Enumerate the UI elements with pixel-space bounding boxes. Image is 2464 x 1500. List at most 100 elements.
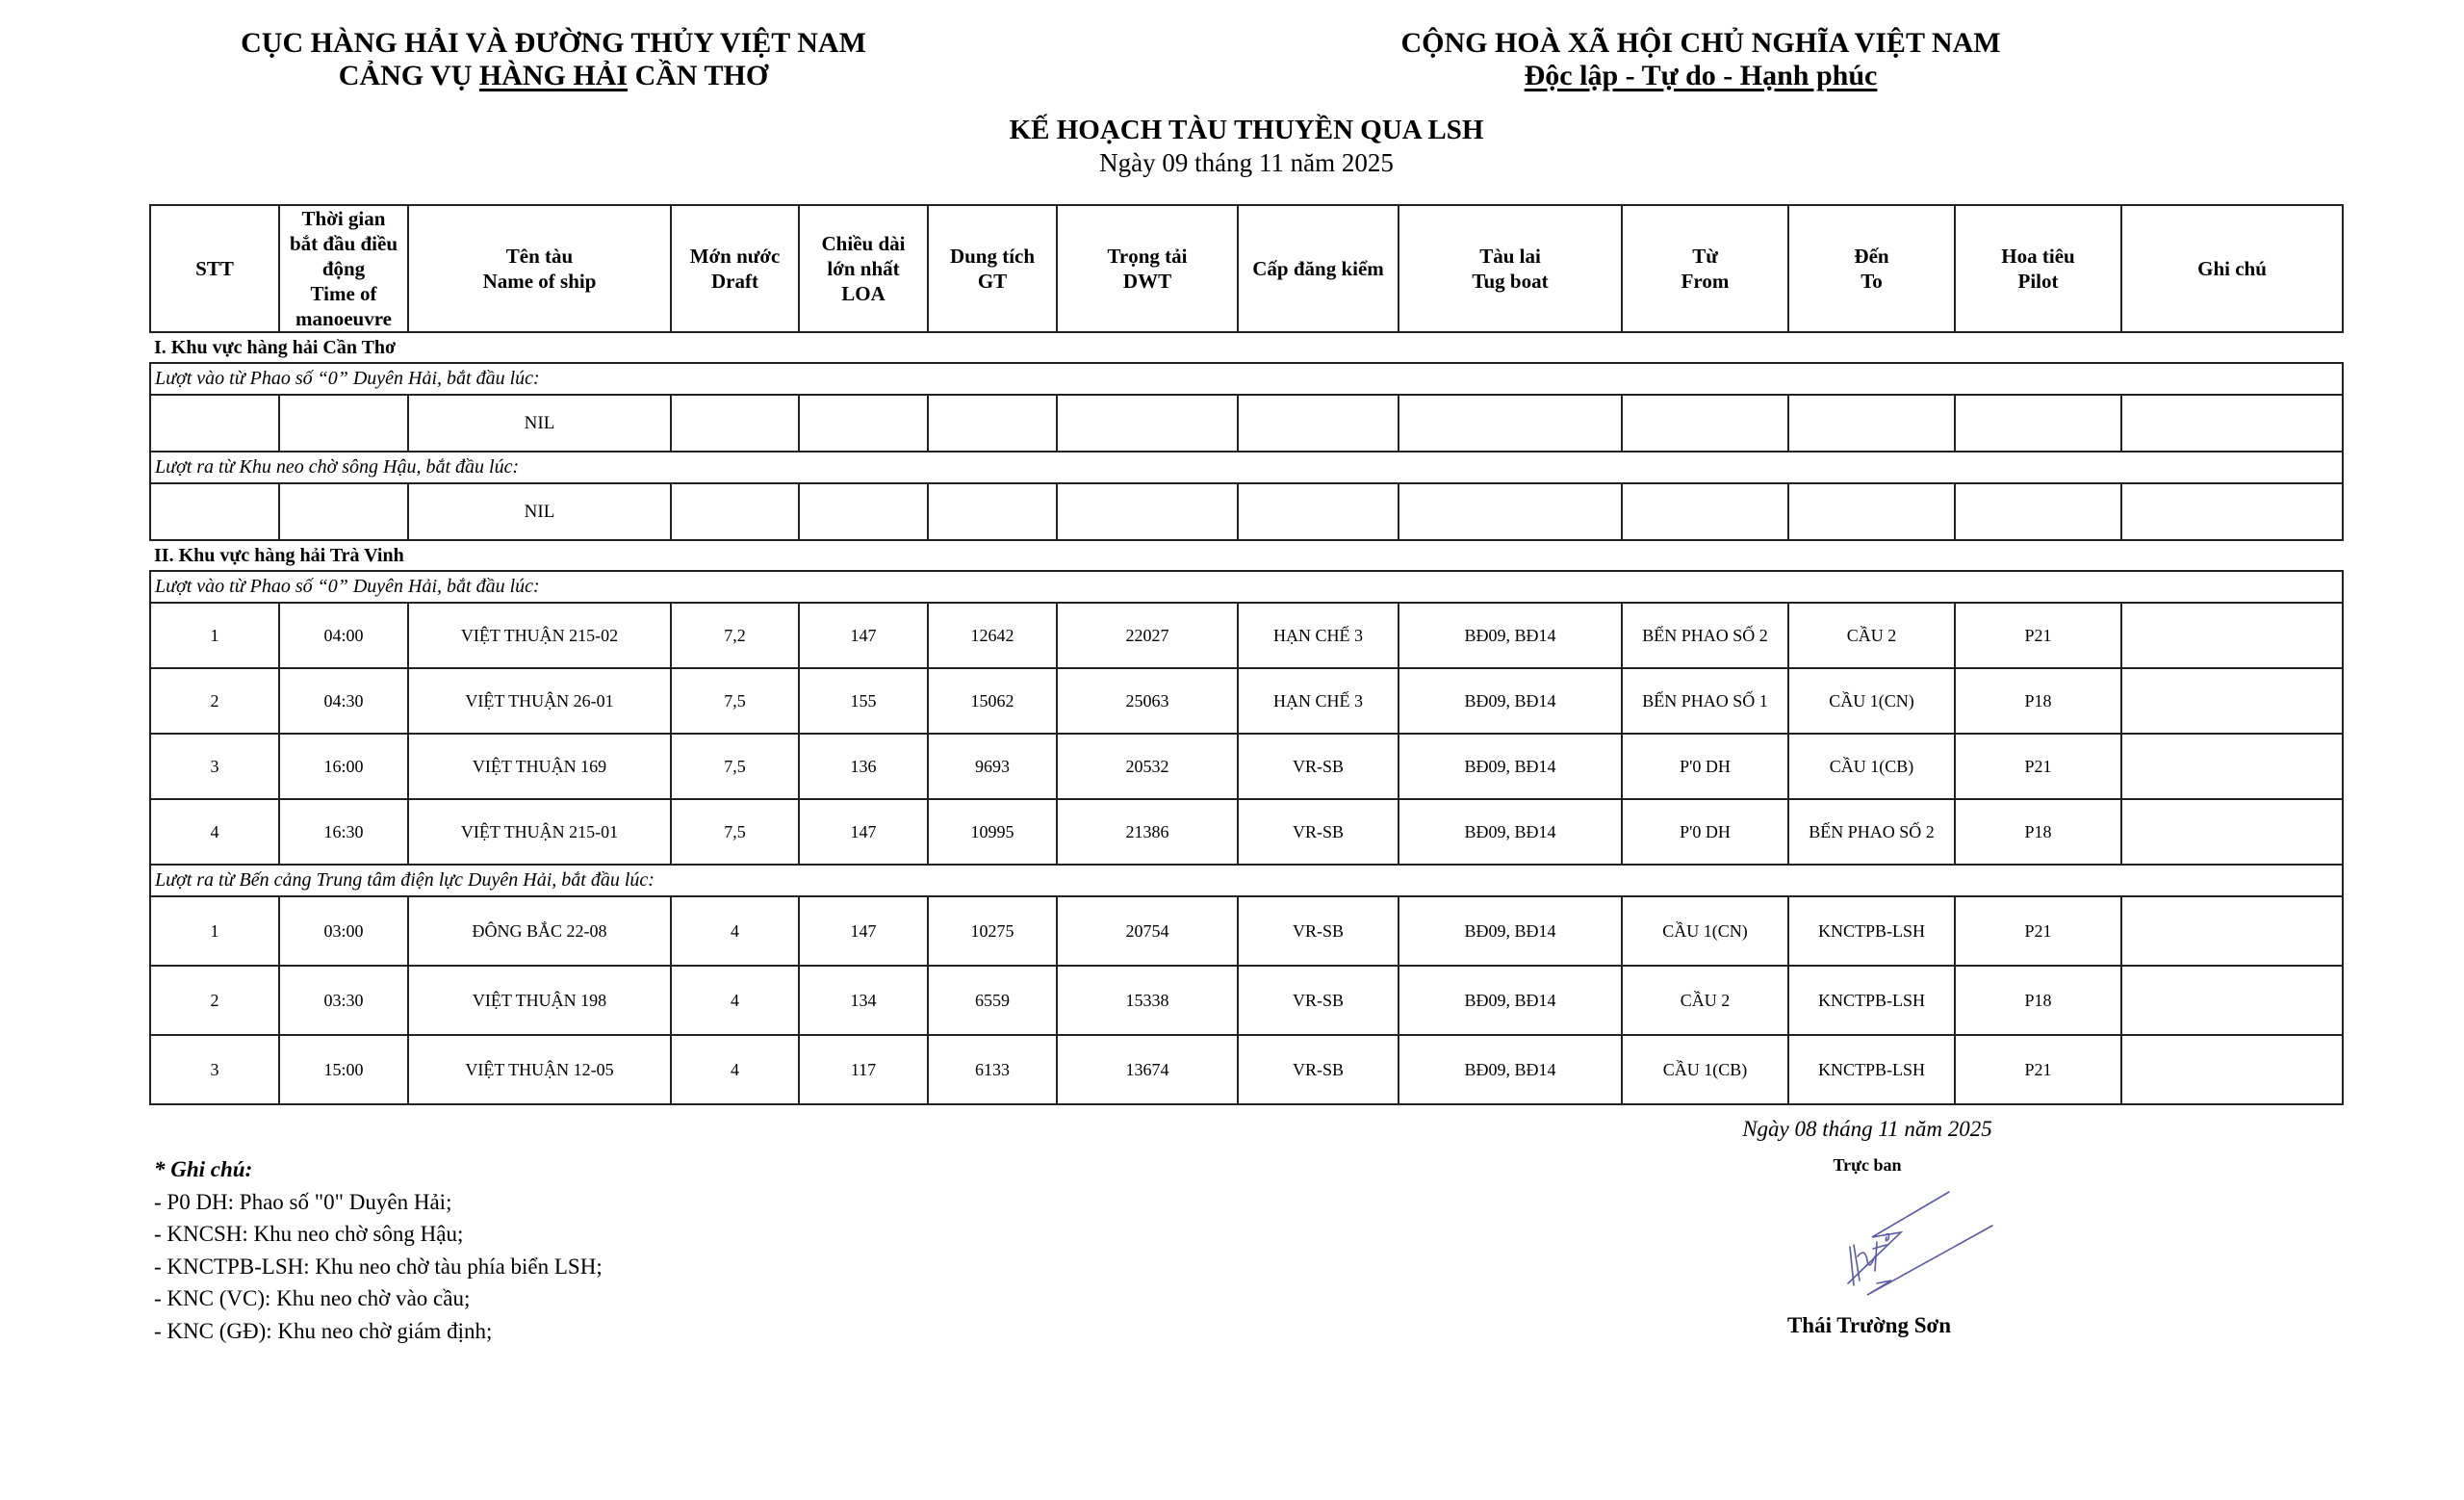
table-cell: 22027 — [1056, 602, 1239, 669]
table-cell: CẦU 1(CB) — [1621, 1034, 1789, 1105]
column-header-line: STT — [195, 257, 234, 280]
column-header-line: LOA — [841, 282, 886, 305]
column-header-line: Time of — [310, 282, 377, 305]
column-header: Tên tàu Name of ship — [407, 204, 672, 333]
table-row: 4 16:30 VIỆT THUẬN 215-01 7,5 147 10995 21386 V… — [149, 798, 2344, 866]
signer-role: Trực ban — [1833, 1155, 1902, 1175]
subsection-row: Lượt vào từ Phao số “0” Duyên Hải, bắt đ… — [149, 362, 2344, 396]
table-cell: VIỆT THUẬN 215-01 — [407, 798, 672, 866]
table-cell: 10995 — [927, 798, 1058, 866]
table-cell: KNCTPB-LSH — [1787, 895, 1956, 967]
table-cell: 15:00 — [278, 1034, 409, 1105]
table-cell — [1056, 482, 1239, 541]
table-cell: 20532 — [1056, 733, 1239, 800]
table-cell: CẦU 1(CN) — [1621, 895, 1789, 967]
table-cell: BẾN PHAO SỐ 1 — [1621, 667, 1789, 735]
column-header-line: Dung tích — [949, 245, 1036, 268]
note-item: - KNCSH: Khu neo chờ sông Hậu; — [154, 1222, 464, 1246]
table-cell — [1954, 482, 2122, 541]
table-cell: HẠN CHẾ 3 — [1237, 602, 1399, 669]
table-cell: 2 — [149, 965, 280, 1036]
national-motto: Độc lập - Tự do - Hạnh phúc — [1524, 60, 1878, 91]
table-cell: P21 — [1954, 733, 2122, 800]
table-cell: VIỆT THUẬN 26-01 — [407, 667, 672, 735]
table-cell — [2120, 1034, 2344, 1105]
table-cell — [2120, 895, 2344, 967]
table-cell: 7,2 — [670, 602, 800, 669]
column-header-line: Pilot — [2017, 270, 2059, 293]
table-cell: BĐ09, BĐ14 — [1398, 1034, 1623, 1105]
column-header-line: lớn nhất — [827, 257, 900, 280]
column-header: Dung tích GT — [927, 204, 1058, 333]
table-cell — [1237, 482, 1399, 541]
port-authority-name: CẢNG VỤ HÀNG HẢI CẦN THƠ — [339, 60, 768, 92]
table-cell: 03:30 — [278, 965, 409, 1036]
column-header: STT — [149, 204, 280, 333]
notes: * Ghi chú: - P0 DH: Phao số "0" Duyên Hả… — [154, 1153, 603, 1347]
table-cell: CẦU 2 — [1621, 965, 1789, 1036]
section-title-row: I. Khu vực hàng hải Cần Thơ — [150, 331, 2343, 364]
column-header-line: Tên tàu — [505, 245, 574, 268]
column-header-line: Đến — [1854, 245, 1889, 268]
document-title: KẾ HOẠCH TÀU THUYỀN QUA LSH — [1009, 115, 1484, 145]
table-cell: VIỆT THUẬN 215-02 — [407, 602, 672, 669]
table-cell: ĐÔNG BẮC 22-08 — [407, 895, 672, 967]
table-row: 3 16:00 VIỆT THUẬN 169 7,5 136 9693 20532 VR-SB… — [149, 733, 2344, 800]
subsection-row: Lượt vào từ Phao số “0” Duyên Hải, bắt đ… — [149, 570, 2344, 604]
column-header-line: Chiều dài — [821, 232, 906, 255]
table-cell — [1398, 394, 1623, 453]
table-cell: P18 — [1954, 667, 2122, 735]
document-date: Ngày 09 tháng 11 năm 2025 — [1099, 148, 1394, 177]
table-cell: BĐ09, BĐ14 — [1398, 965, 1623, 1036]
table-cell: CẦU 1(CN) — [1787, 667, 1956, 735]
note-item: - P0 DH: Phao số "0" Duyên Hải; — [154, 1189, 452, 1214]
table-cell — [149, 482, 280, 541]
table-cell — [2120, 733, 2344, 800]
subsection-row: Lượt ra từ Khu neo chờ sông Hậu, bắt đầu… — [149, 451, 2344, 484]
table-cell: 2 — [149, 667, 280, 735]
column-header: Mớn nước Draft — [670, 204, 800, 333]
table-cell: P'0 DH — [1621, 798, 1789, 866]
table-cell: P21 — [1954, 1034, 2122, 1105]
table-cell: VR-SB — [1237, 798, 1399, 866]
table-cell: 1 — [149, 602, 280, 669]
table-row: 1 04:00 VIỆT THUẬN 215-02 7,2 147 12642 22027 H… — [149, 602, 2344, 669]
column-header-line: Draft — [711, 270, 758, 293]
table-row: NIL — [149, 482, 2344, 541]
table-cell: 7,5 — [670, 798, 800, 866]
table-cell: 04:30 — [278, 667, 409, 735]
table-cell: 4 — [670, 1034, 800, 1105]
column-header: Từ From — [1621, 204, 1789, 333]
table-cell: BẾN PHAO SỐ 2 — [1621, 602, 1789, 669]
subsection-label: Lượt ra từ Bến cảng Trung tâm điện lực D… — [149, 864, 2344, 897]
table-cell: 13674 — [1056, 1034, 1239, 1105]
subsection-label: Lượt vào từ Phao số “0” Duyên Hải, bắt đ… — [149, 362, 2344, 396]
column-header-line: động — [321, 257, 366, 280]
table-cell — [1237, 394, 1399, 453]
column-header-line: GT — [977, 270, 1008, 293]
table-cell: VIỆT THUẬN 169 — [407, 733, 672, 800]
port-authority-suffix: CẦN THƠ — [628, 60, 769, 91]
table-row: 1 03:00 ĐÔNG BẮC 22-08 4 147 10275 20754 VR-SB B… — [149, 895, 2344, 967]
port-authority-prefix: CẢNG VỤ — [338, 60, 479, 91]
table-cell: 6559 — [927, 965, 1058, 1036]
table-cell: VR-SB — [1237, 965, 1399, 1036]
table-cell — [278, 482, 409, 541]
column-header: Cấp đăng kiểm — [1237, 204, 1399, 333]
table-cell — [798, 482, 929, 541]
column-header-line: DWT — [1122, 270, 1172, 293]
table-cell: BẾN PHAO SỐ 2 — [1787, 798, 1956, 866]
table-row: NIL — [149, 394, 2344, 453]
table-cell — [1787, 394, 1956, 453]
table-cell — [1056, 394, 1239, 453]
table-cell — [798, 394, 929, 453]
table-cell: 147 — [798, 798, 929, 866]
column-header: Đến To — [1787, 204, 1956, 333]
note-item: - KNC (VC): Khu neo chờ vào cầu; — [154, 1286, 471, 1310]
port-authority-underlined: HÀNG HẢI — [478, 60, 629, 91]
handwritten-signature — [1847, 1191, 1993, 1296]
column-header: Hoa tiêu Pilot — [1954, 204, 2122, 333]
column-header: Ghi chú — [2120, 204, 2344, 333]
table-row: 2 03:30 VIỆT THUẬN 198 4 134 6559 15338 VR-SB BĐ… — [149, 965, 2344, 1036]
section-title: I. Khu vực hàng hải Cần Thơ — [150, 331, 2343, 364]
